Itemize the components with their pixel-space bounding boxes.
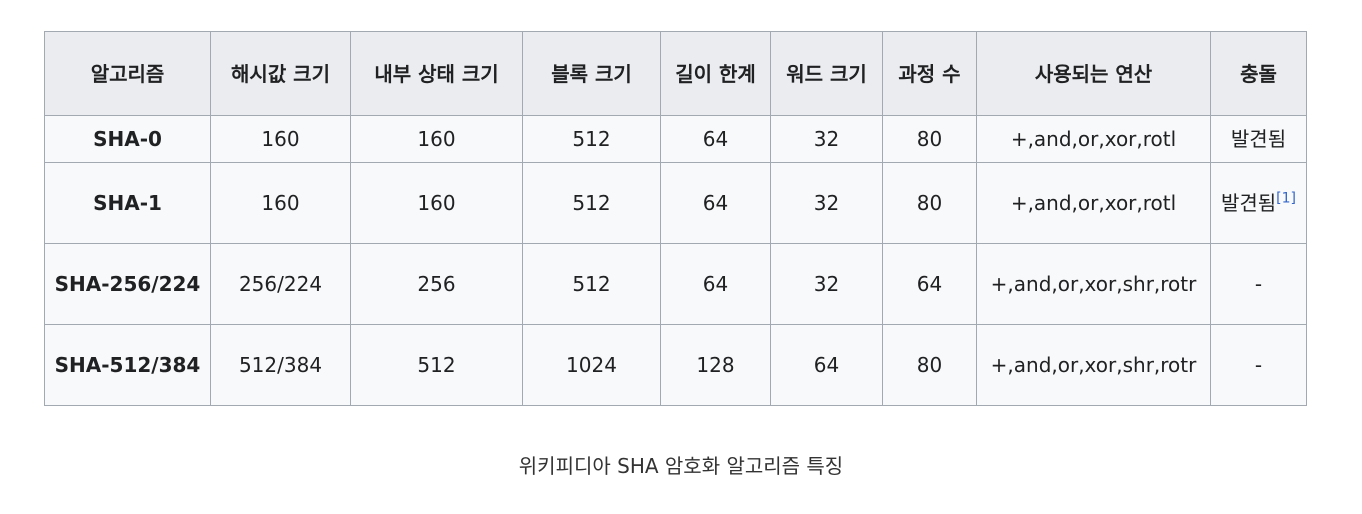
cell-block-size: 512 xyxy=(522,115,661,163)
cell-rounds: 80 xyxy=(882,162,977,244)
row-algorithm-name: SHA-512/384 xyxy=(44,324,211,406)
column-header-hash-size: 해시값 크기 xyxy=(210,31,351,116)
cell-word-size: 32 xyxy=(770,115,883,163)
cell-word-size: 32 xyxy=(770,243,883,325)
cell-block-size: 512 xyxy=(522,162,661,244)
cell-hash-size: 160 xyxy=(210,162,351,244)
cell-internal-state-size: 512 xyxy=(350,324,523,406)
cell-hash-size: 256/224 xyxy=(210,243,351,325)
column-header-word-size: 워드 크기 xyxy=(770,31,883,116)
cell-operations: +,and,or,xor,rotl xyxy=(976,115,1211,163)
cell-word-size: 64 xyxy=(770,324,883,406)
column-header-length-limit: 길이 한계 xyxy=(660,31,771,116)
table-row: SHA-0 160 160 512 64 32 80 +,and,or,xor,… xyxy=(44,115,1307,163)
collision-text: 발견됨 xyxy=(1220,191,1277,215)
cell-rounds: 64 xyxy=(882,243,977,325)
row-algorithm-name: SHA-1 xyxy=(44,162,211,244)
column-header-algorithm: 알고리즘 xyxy=(44,31,211,116)
cell-hash-size: 160 xyxy=(210,115,351,163)
column-header-rounds: 과정 수 xyxy=(882,31,977,116)
cell-collisions: - xyxy=(1210,324,1307,406)
column-header-operations: 사용되는 연산 xyxy=(976,31,1211,116)
cell-operations: +,and,or,xor,shr,rotr xyxy=(976,243,1211,325)
table-header-row: 알고리즘 해시값 크기 내부 상태 크기 블록 크기 길이 한계 워드 크기 과… xyxy=(44,31,1307,116)
cell-operations: +,and,or,xor,rotl xyxy=(976,162,1211,244)
sha-comparison-table-container: 알고리즘 해시값 크기 내부 상태 크기 블록 크기 길이 한계 워드 크기 과… xyxy=(44,31,1307,406)
cell-internal-state-size: 160 xyxy=(350,162,523,244)
cell-length-limit: 64 xyxy=(660,115,771,163)
cell-internal-state-size: 160 xyxy=(350,115,523,163)
row-algorithm-name: SHA-256/224 xyxy=(44,243,211,325)
column-header-block-size: 블록 크기 xyxy=(522,31,661,116)
table-caption: 위키피디아 SHA 암호화 알고리즘 특징 xyxy=(518,454,844,478)
cell-rounds: 80 xyxy=(882,324,977,406)
table-row: SHA-1 160 160 512 64 32 80 +,and,or,xor,… xyxy=(44,162,1307,244)
cell-rounds: 80 xyxy=(882,115,977,163)
cell-hash-size: 512/384 xyxy=(210,324,351,406)
cell-collisions: 발견됨 xyxy=(1210,115,1307,163)
cell-collisions: - xyxy=(1210,243,1307,325)
sha-comparison-table: 알고리즘 해시값 크기 내부 상태 크기 블록 크기 길이 한계 워드 크기 과… xyxy=(44,31,1307,406)
cell-internal-state-size: 256 xyxy=(350,243,523,325)
row-algorithm-name: SHA-0 xyxy=(44,115,211,163)
cell-length-limit: 64 xyxy=(660,243,771,325)
cell-word-size: 32 xyxy=(770,162,883,244)
cell-block-size: 1024 xyxy=(522,324,661,406)
table-row: SHA-512/384 512/384 512 1024 128 64 80 +… xyxy=(44,324,1307,406)
column-header-collisions: 충돌 xyxy=(1210,31,1307,116)
cell-length-limit: 128 xyxy=(660,324,771,406)
footnote-reference-link[interactable]: [1] xyxy=(1276,190,1297,207)
cell-length-limit: 64 xyxy=(660,162,771,244)
table-row: SHA-256/224 256/224 256 512 64 32 64 +,a… xyxy=(44,243,1307,325)
cell-operations: +,and,or,xor,shr,rotr xyxy=(976,324,1211,406)
column-header-internal-state-size: 내부 상태 크기 xyxy=(350,31,523,116)
cell-collisions: 발견됨[1] xyxy=(1210,162,1307,244)
cell-block-size: 512 xyxy=(522,243,661,325)
